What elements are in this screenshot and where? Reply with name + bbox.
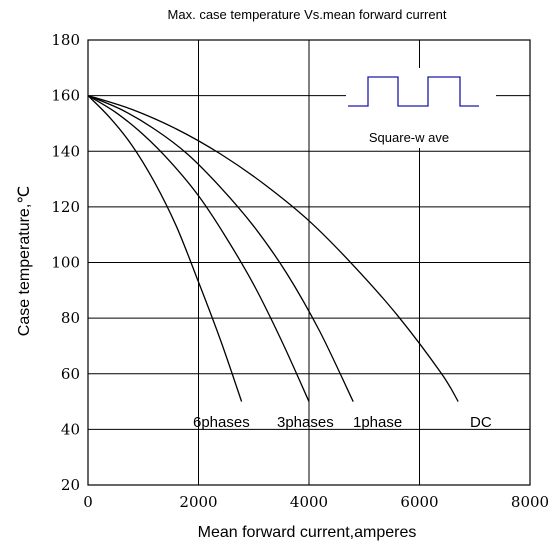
y-tick-label: 120 <box>51 198 80 216</box>
y-tick-label: 160 <box>51 87 80 105</box>
series-layer: 6phases 3phases 1phase DC <box>87 94 492 431</box>
series-line-3phases <box>87 95 310 402</box>
series-line-1phase <box>87 95 354 402</box>
chart-title: Max. case temperature Vs.mean forward cu… <box>168 7 447 22</box>
y-tick-label: 140 <box>51 142 80 160</box>
y-tick-label: 80 <box>61 309 80 327</box>
series-line-6phases <box>87 95 243 402</box>
y-tick-label: 180 <box>51 31 80 49</box>
square-wave-icon <box>348 76 479 107</box>
x-tick-labels: 0 2000 4000 6000 8000 <box>83 493 549 511</box>
x-tick-label: 0 <box>83 493 93 511</box>
series-line-dc <box>87 94 459 402</box>
inset-background <box>346 68 496 148</box>
square-wave-inset: Square-w ave <box>346 68 496 148</box>
x-tick-label: 6000 <box>400 493 438 511</box>
inset-label: Square-w ave <box>369 130 449 145</box>
series-label-1phase: 1phase <box>353 414 402 431</box>
y-tick-label: 20 <box>61 476 80 494</box>
x-tick-label: 2000 <box>179 493 217 511</box>
x-axis-title: Mean forward current,amperes <box>198 524 417 541</box>
y-tick-label: 40 <box>61 420 80 438</box>
series-label-6phases: 6phases <box>193 414 250 431</box>
y-tick-label: 60 <box>61 365 80 383</box>
x-tick-label: 4000 <box>290 493 328 511</box>
plot-frame <box>87 39 531 486</box>
series-label-dc: DC <box>470 414 492 431</box>
y-tick-label: 100 <box>51 254 80 272</box>
y-tick-labels: 20 40 60 80 100 120 140 160 180 <box>51 31 80 494</box>
y-axis-title: Case temperature,℃ <box>16 186 33 336</box>
series-label-3phases: 3phases <box>277 414 334 431</box>
x-tick-label: 8000 <box>511 493 549 511</box>
